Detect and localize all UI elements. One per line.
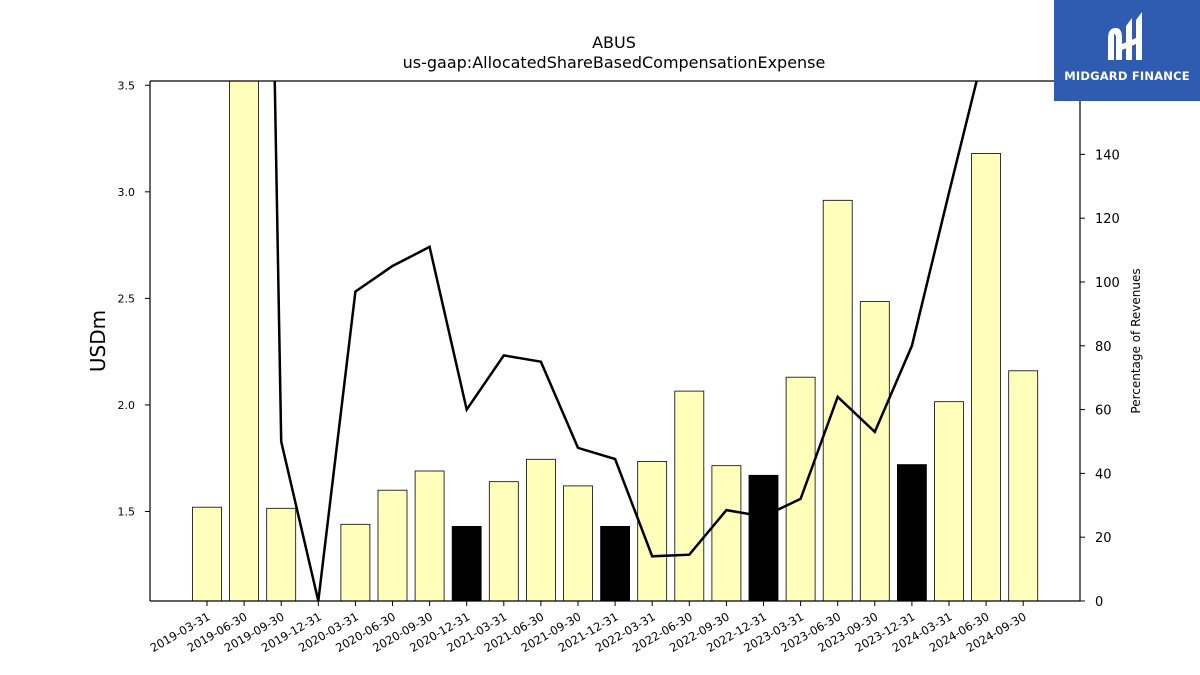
bar-2022-06-30 (674, 390, 705, 601)
chart-subtitle: us-gaap:AllocatedShareBasedCompensationE… (403, 53, 826, 72)
bar-2021-09-30 (563, 485, 593, 601)
bar-2023-09-30 (859, 301, 890, 601)
bar-2024-06-30 (971, 153, 1001, 601)
bar-2023-06-30 (822, 199, 853, 601)
bar-2020-12-31 (451, 526, 482, 601)
y2-tick-label: 120 (1095, 212, 1120, 227)
y-tick-label: 3.5 (118, 79, 136, 92)
bar-2019-09-30 (266, 507, 297, 601)
bar-2021-06-30 (526, 458, 556, 601)
bar-2023-03-31 (785, 376, 816, 601)
y-tick-label: 1.5 (118, 505, 136, 518)
bar-2019-06-30 (229, 81, 260, 601)
y2-tick-label: 140 (1095, 148, 1120, 163)
bar-2021-12-31 (600, 526, 630, 601)
percentage-line (273, 81, 978, 601)
logo-mark-icon (1108, 12, 1142, 60)
y2-tick-label: 40 (1095, 467, 1112, 482)
y-axis-label: USDm (86, 310, 110, 372)
y2-tick-label: 60 (1095, 404, 1112, 419)
logo-text: MIDGARD FINANCE (1064, 69, 1190, 83)
bar-2020-09-30 (414, 470, 445, 601)
bar-2022-12-31 (748, 474, 779, 601)
y2-tick-label: 80 (1095, 340, 1112, 355)
y-tick-label: 2.0 (118, 399, 136, 412)
y2-tick-label: 0 (1095, 595, 1103, 610)
bar-2021-03-31 (488, 481, 519, 601)
midgard-finance-logo: MIDGARD FINANCE (1054, 0, 1200, 101)
bar-2020-03-31 (340, 523, 371, 601)
y2-tick-label: 100 (1095, 276, 1120, 291)
bar-2023-12-31 (897, 464, 927, 601)
y2-tick-label: 20 (1095, 531, 1112, 546)
y-tick-label: 2.5 (118, 292, 136, 305)
chart-title: ABUS (592, 33, 636, 52)
bar-2022-09-30 (711, 465, 742, 601)
bar-2024-09-30 (1008, 370, 1039, 601)
bar-2019-03-31 (192, 506, 222, 601)
y2-axis-label: Percentage of Revenues (1129, 268, 1143, 413)
bar-2024-03-31 (934, 401, 964, 601)
bar-2020-06-30 (377, 489, 408, 601)
y-tick-label: 3.0 (118, 186, 136, 199)
